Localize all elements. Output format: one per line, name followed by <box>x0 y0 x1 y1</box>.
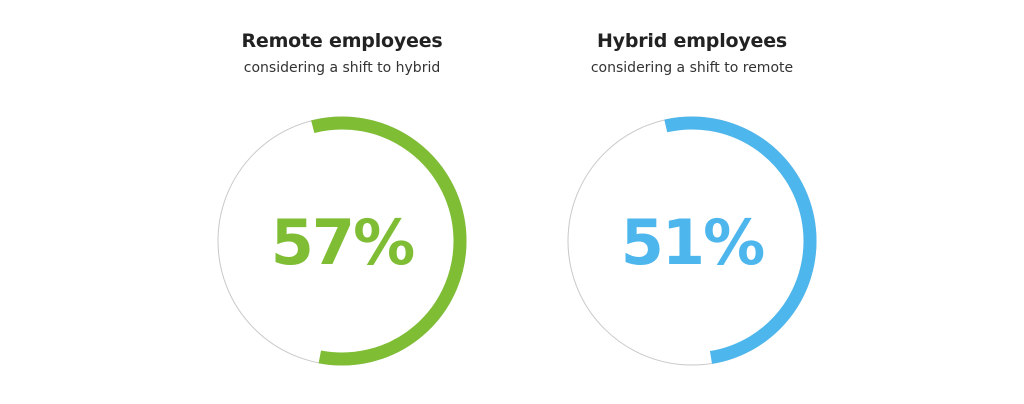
gauge-remote: Remote employees considering a shift to … <box>182 0 502 404</box>
gauge-title: Hybrid employees <box>596 30 788 52</box>
gauge-subtitle: considering a shift to hybrid <box>243 60 441 76</box>
gauge-arc <box>664 116 817 364</box>
gauge-hybrid: Hybrid employees considering a shift to … <box>532 0 852 404</box>
gauge-arc <box>311 116 467 366</box>
gauge-chart: 51% <box>567 116 817 366</box>
gauge-title: Remote employees <box>241 30 443 52</box>
gauge-chart: 57% <box>217 116 467 366</box>
gauge-value: 57% <box>271 206 414 279</box>
gauge-subtitle: considering a shift to remote <box>590 60 794 76</box>
gauge-value: 51% <box>621 206 764 279</box>
